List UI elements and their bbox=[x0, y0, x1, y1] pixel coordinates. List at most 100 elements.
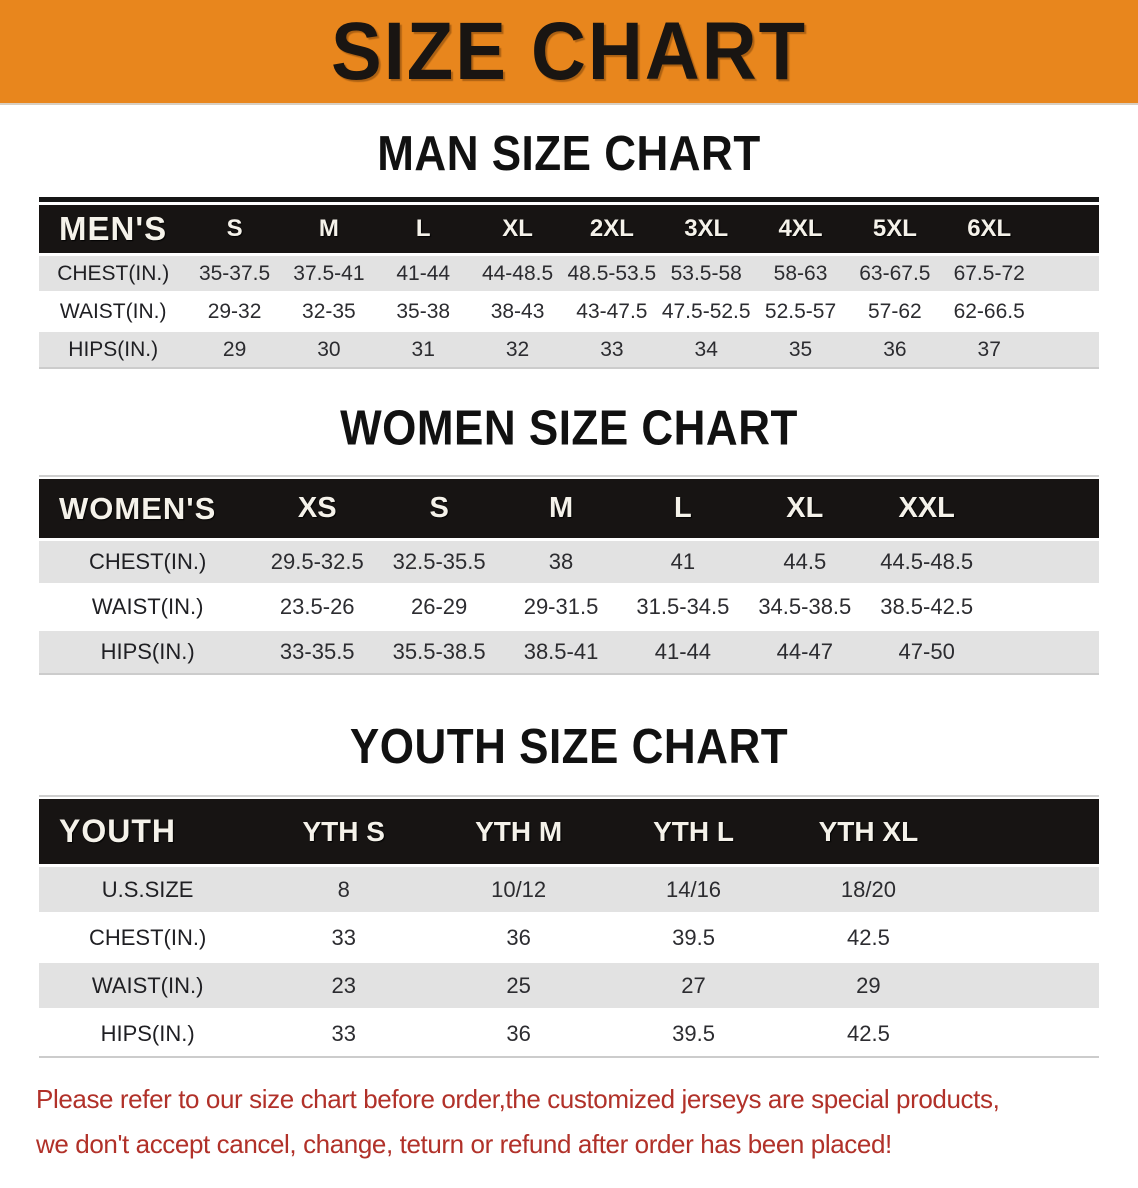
table-row: WAIST(IN.) 29-32 32-35 35-38 38-43 43-47.5 47.… bbox=[39, 291, 1099, 331]
cell: 43-47.5 bbox=[564, 291, 660, 331]
row-spacer bbox=[987, 538, 1099, 585]
table-title-youth: YOUTH bbox=[39, 799, 257, 866]
table-row: CHEST(IN.) 33 36 39.5 42.5 bbox=[39, 912, 1099, 962]
cell: 32.5-35.5 bbox=[378, 538, 501, 585]
column-header: L bbox=[376, 205, 471, 255]
cell: 36 bbox=[431, 912, 607, 962]
row-spacer bbox=[955, 864, 1099, 914]
table-wrap-youth: YOUTH YTH S YTH M YTH L YTH XL U.S.SIZE 8 10/12… bbox=[39, 795, 1099, 1058]
cell: 39.5 bbox=[606, 912, 781, 962]
size-chart-sections: MAN SIZE CHART MEN'S S M L XL 2XL 3XL 4XL 5XL 6XL C… bbox=[0, 105, 1138, 1058]
cell: 36 bbox=[847, 329, 943, 368]
section-men: MAN SIZE CHART MEN'S S M L XL 2XL 3XL 4XL 5XL 6XL C… bbox=[0, 105, 1138, 369]
cell: 44.5-48.5 bbox=[865, 538, 988, 585]
cell: 48.5-53.5 bbox=[564, 253, 660, 293]
cell: 27 bbox=[606, 960, 781, 1010]
row-label: HIPS(IN.) bbox=[39, 1008, 257, 1057]
row-spacer bbox=[955, 912, 1099, 962]
table-row: HIPS(IN.) 33 36 39.5 42.5 bbox=[39, 1008, 1099, 1057]
cell: 37.5-41 bbox=[281, 253, 377, 293]
cell: 41 bbox=[621, 538, 744, 585]
table-wrap-men: MEN'S S M L XL 2XL 3XL 4XL 5XL 6XL CHEST(IN.) 35-37… bbox=[39, 197, 1099, 369]
header-spacer bbox=[955, 799, 1099, 866]
row-spacer bbox=[987, 583, 1099, 630]
cell: 41-44 bbox=[621, 628, 744, 674]
cell: 33 bbox=[256, 1008, 432, 1057]
cell: 39.5 bbox=[606, 1008, 781, 1057]
cell: 44.5 bbox=[743, 538, 866, 585]
cell: 35-37.5 bbox=[187, 253, 282, 293]
header-row: WOMEN'S XS S M L XL XXL bbox=[39, 479, 1099, 540]
cell: 29-31.5 bbox=[500, 583, 622, 630]
row-spacer bbox=[1036, 253, 1099, 293]
cell: 32 bbox=[470, 329, 565, 368]
table-row: U.S.SIZE 8 10/12 14/16 18/20 bbox=[39, 864, 1099, 914]
cell: 33 bbox=[564, 329, 660, 368]
row-label: CHEST(IN.) bbox=[39, 912, 257, 962]
cell: 26-29 bbox=[378, 583, 501, 630]
cell: 37 bbox=[942, 329, 1037, 368]
column-header: M bbox=[500, 479, 622, 540]
cell: 33 bbox=[256, 912, 432, 962]
cell: 25 bbox=[431, 960, 607, 1010]
cell: 34.5-38.5 bbox=[743, 583, 866, 630]
table-row: HIPS(IN.) 33-35.5 35.5-38.5 38.5-41 41-44 44-… bbox=[39, 628, 1099, 674]
cell: 53.5-58 bbox=[659, 253, 754, 293]
row-spacer bbox=[1036, 329, 1099, 368]
row-label: HIPS(IN.) bbox=[39, 628, 257, 674]
column-header: YTH XL bbox=[780, 799, 956, 866]
cell: 14/16 bbox=[606, 864, 781, 914]
column-header: YTH S bbox=[256, 799, 432, 866]
cell: 35.5-38.5 bbox=[378, 628, 501, 674]
cell: 41-44 bbox=[376, 253, 471, 293]
cell: 42.5 bbox=[780, 912, 956, 962]
cell: 29.5-32.5 bbox=[256, 538, 379, 585]
column-header: 6XL bbox=[942, 205, 1037, 255]
cell: 29 bbox=[780, 960, 956, 1010]
header-spacer bbox=[987, 479, 1099, 540]
cell: 44-48.5 bbox=[470, 253, 565, 293]
column-header: YTH M bbox=[431, 799, 607, 866]
section-heading-men: MAN SIZE CHART bbox=[377, 126, 761, 182]
column-header: 3XL bbox=[659, 205, 754, 255]
cell: 10/12 bbox=[431, 864, 607, 914]
column-header: XL bbox=[470, 205, 565, 255]
column-header: L bbox=[621, 479, 744, 540]
row-label: WAIST(IN.) bbox=[39, 583, 257, 630]
cell: 36 bbox=[431, 1008, 607, 1057]
cell: 62-66.5 bbox=[942, 291, 1037, 331]
cell: 29 bbox=[187, 329, 282, 368]
disclaimer-line-1: Please refer to our size chart before or… bbox=[36, 1084, 1000, 1114]
table-row: WAIST(IN.) 23 25 27 29 bbox=[39, 960, 1099, 1010]
cell: 33-35.5 bbox=[256, 628, 379, 674]
section-women: WOMEN SIZE CHART WOMEN'S XS S M L XL XXL CHEST(I… bbox=[0, 369, 1138, 675]
cell: 67.5-72 bbox=[942, 253, 1037, 293]
row-spacer bbox=[955, 960, 1099, 1010]
row-label: WAIST(IN.) bbox=[39, 960, 257, 1010]
column-header: XS bbox=[256, 479, 379, 540]
cell: 38-43 bbox=[470, 291, 565, 331]
section-youth: YOUTH SIZE CHART YOUTH YTH S YTH M YTH L YTH … bbox=[0, 675, 1138, 1058]
column-header: XXL bbox=[865, 479, 988, 540]
column-header: 4XL bbox=[753, 205, 848, 255]
header-spacer bbox=[1036, 205, 1099, 255]
row-label: U.S.SIZE bbox=[39, 864, 257, 914]
banner: SIZE CHART bbox=[0, 0, 1138, 105]
table-title-women: WOMEN'S bbox=[39, 479, 257, 540]
table-row: HIPS(IN.) 29 30 31 32 33 34 35 36 37 bbox=[39, 329, 1099, 368]
section-heading-youth: YOUTH SIZE CHART bbox=[349, 719, 789, 775]
table-row: CHEST(IN.) 29.5-32.5 32.5-35.5 38 41 44.5 44.5… bbox=[39, 538, 1099, 585]
row-label: WAIST(IN.) bbox=[39, 291, 188, 331]
row-label: CHEST(IN.) bbox=[39, 538, 257, 585]
cell: 47-50 bbox=[865, 628, 988, 674]
cell: 38.5-42.5 bbox=[865, 583, 988, 630]
cell: 63-67.5 bbox=[847, 253, 943, 293]
row-label: CHEST(IN.) bbox=[39, 253, 188, 293]
cell: 58-63 bbox=[753, 253, 848, 293]
column-header: S bbox=[187, 205, 282, 255]
cell: 38 bbox=[500, 538, 622, 585]
disclaimer: Please refer to our size chart before or… bbox=[0, 1058, 1138, 1188]
cell: 31 bbox=[376, 329, 471, 368]
cell: 8 bbox=[256, 864, 432, 914]
